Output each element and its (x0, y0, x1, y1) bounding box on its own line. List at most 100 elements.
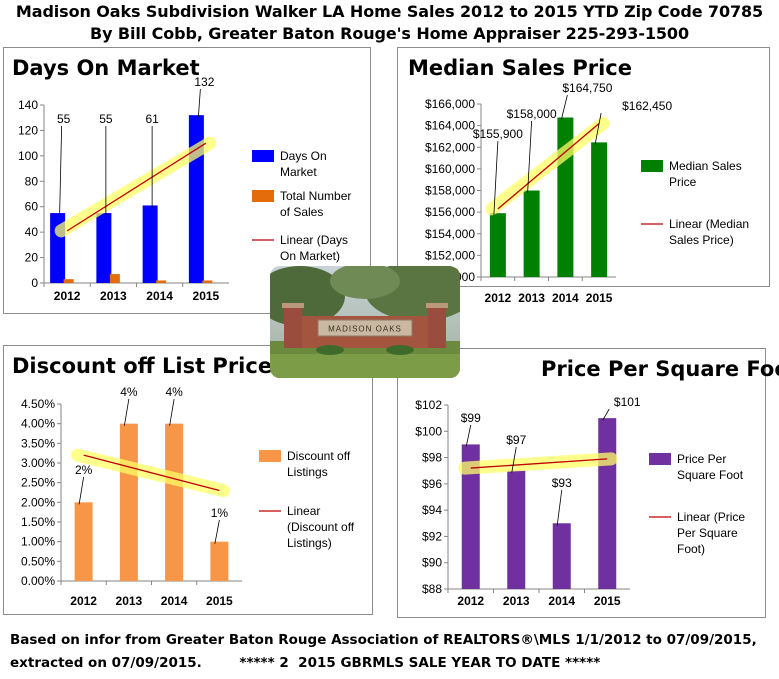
y-tick-label: 100 (18, 149, 38, 163)
data-label: $99 (461, 411, 481, 425)
y-tick-label: $162,000 (425, 140, 475, 154)
median-sales-price-chart: $150,000$152,000$154,000$156,000$158,000… (425, 81, 749, 305)
trendline (66, 142, 207, 232)
bar (461, 444, 480, 589)
footer-source-note: Based on infor from Greater Baton Rouge … (10, 632, 757, 648)
y-tick-label: 60 (25, 200, 39, 214)
x-tick-label: 2015 (193, 289, 220, 303)
y-tick-label: $158,000 (425, 184, 475, 198)
x-tick-label: 2014 (552, 291, 579, 305)
data-label: $162,450 (622, 99, 672, 113)
data-label-leader (169, 398, 175, 426)
legend-label: of Sales (280, 205, 323, 219)
chart-title: Days On Market (12, 56, 200, 80)
legend-swatch (641, 160, 663, 172)
y-tick-label: $90 (422, 556, 442, 570)
data-label: 4% (120, 385, 138, 399)
y-tick-label: 1.00% (21, 535, 55, 549)
data-label: 55 (99, 112, 113, 126)
y-tick-label: $102 (415, 398, 442, 412)
y-tick-label: $92 (422, 529, 442, 543)
y-tick-label: 2.00% (21, 495, 55, 509)
data-label-leader (511, 446, 517, 473)
legend-label: Linear (Median (669, 217, 749, 231)
bar (507, 470, 526, 589)
y-tick-label: 2.50% (21, 476, 55, 490)
legend-label: Price Per (677, 452, 726, 466)
data-label-leader (527, 120, 533, 193)
x-tick-label: 2012 (54, 289, 81, 303)
y-tick-label: $160,000 (425, 162, 475, 176)
median-sales-price-panel: Median Sales Price $150,000$152,000$154,… (397, 47, 770, 305)
bar (598, 418, 617, 589)
data-label: $97 (506, 433, 526, 447)
bar (96, 213, 112, 283)
data-label-leader (59, 125, 63, 216)
legend-label: Linear (287, 504, 320, 518)
y-tick-label: 0.00% (21, 574, 55, 588)
y-tick-label: $152,000 (425, 248, 475, 262)
legend-label: Market (280, 165, 317, 179)
x-tick-label: 2014 (548, 594, 575, 608)
x-tick-label: 2015 (594, 594, 621, 608)
bar (109, 274, 120, 283)
x-tick-label: 2015 (206, 594, 233, 608)
y-tick-label: $164,000 (425, 119, 475, 133)
y-tick-label: $96 (422, 477, 442, 491)
data-label: $164,750 (562, 81, 612, 95)
bar (489, 213, 506, 277)
svg-text:MADISON OAKS: MADISON OAKS (328, 325, 402, 334)
data-label-leader (493, 140, 499, 216)
x-tick-label: 2013 (116, 594, 143, 608)
data-label: 1% (211, 506, 229, 520)
data-label: $155,900 (473, 127, 523, 141)
y-tick-label: 3.00% (21, 456, 55, 470)
trendline (497, 122, 600, 210)
y-tick-label: $154,000 (425, 227, 475, 241)
data-label: 4% (165, 385, 183, 399)
x-tick-label: 2012 (485, 291, 512, 305)
legend-swatch (252, 190, 274, 202)
footer-extract-note: extracted on 07/09/2015. ***** 2 2015 GB… (10, 655, 601, 671)
bar (188, 115, 204, 284)
legend-label: Linear (Days (280, 233, 348, 247)
discount-chart: 0.00% 0.50% 1.00% 1.50% 2.00% 2.50% 3.00% 3.50%… (21, 385, 355, 608)
data-label: 55 (57, 112, 71, 126)
legend-label: Days On (280, 149, 327, 163)
x-tick-label: 2013 (518, 291, 545, 305)
data-label: $93 (552, 476, 572, 490)
chart-title: Price Per Square Foot (541, 357, 779, 381)
legend-label: Discount off (287, 449, 351, 463)
price-per-sqft-chart: $88 $90 $92 $94 $96 $98 $100 $102 2012 2013 2014 20… (415, 395, 745, 608)
x-tick-label: 2014 (161, 594, 188, 608)
price-per-sqft-panel: Price Per Square Foot $88 $90 $92 $94 $96 $98… (397, 348, 779, 618)
bar (156, 280, 167, 283)
legend-label: Listings) (287, 536, 332, 550)
data-label-leader (214, 519, 220, 544)
bar (202, 280, 213, 283)
legend-label: Total Number (280, 189, 351, 203)
legend-label: Median Sales (669, 159, 742, 173)
legend-label: On Market) (280, 249, 340, 263)
legend-swatch (252, 150, 274, 162)
bar (119, 423, 138, 581)
days-on-market-chart: 0 20 40 60 80 100 120 140 2012 2013 2014 2015 55 55 61… (18, 75, 351, 303)
bar (74, 502, 93, 581)
legend-label: Price (669, 175, 697, 189)
legend-label: Square Foot (677, 468, 744, 482)
bar (63, 279, 74, 283)
y-tick-label: 120 (18, 123, 38, 137)
y-tick-label: 40 (25, 225, 39, 239)
report-subtitle: By Bill Cobb, Greater Baton Rouge's Home… (89, 24, 689, 43)
legend-swatch (259, 450, 281, 462)
data-label-leader (78, 476, 85, 505)
legend-label: Per Square (677, 526, 738, 540)
report-title: Madison Oaks Subdivision Walker LA Home … (15, 2, 764, 21)
y-tick-label: 4.50% (21, 397, 55, 411)
x-tick-label: 2012 (70, 594, 97, 608)
bar (210, 541, 229, 581)
y-tick-label: $100 (415, 424, 442, 438)
y-tick-label: 20 (25, 251, 39, 265)
legend-label: Foot) (677, 542, 705, 556)
y-tick-label: 0 (31, 276, 38, 290)
